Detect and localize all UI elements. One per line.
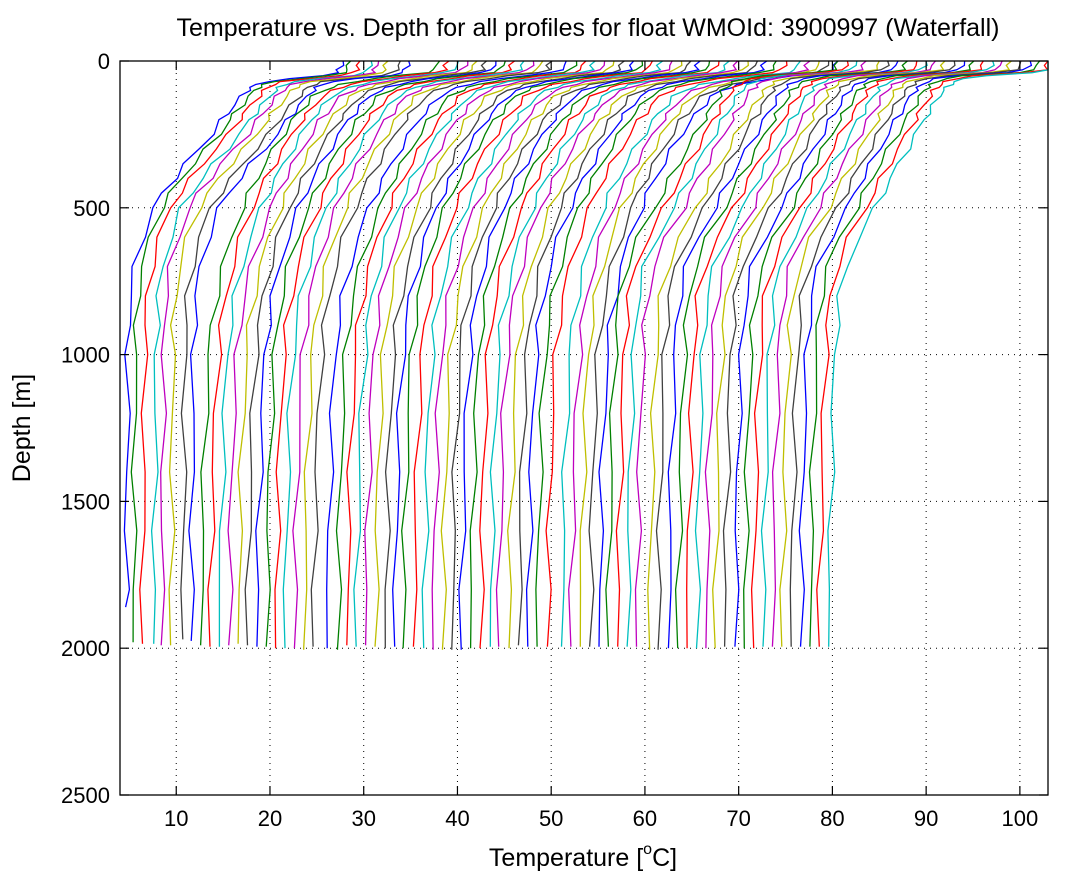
x-tick-label: 90 — [914, 806, 938, 831]
profile-line — [440, 60, 683, 650]
x-tick-label: 70 — [726, 806, 750, 831]
profile-line — [655, 60, 890, 650]
x-axis-label-unit: C] — [652, 844, 677, 872]
profile-line — [626, 60, 858, 647]
profile-line — [495, 60, 739, 647]
profile-line — [734, 60, 966, 647]
profile-line — [139, 60, 361, 644]
profile-line — [335, 60, 578, 650]
profile-line — [647, 60, 880, 650]
profile-line — [827, 61, 1049, 647]
profile-line — [816, 60, 1049, 647]
x-tick-label: 60 — [633, 806, 657, 831]
profile-line — [798, 60, 1033, 647]
x-axis-label-text: Temperature [ — [489, 844, 643, 872]
profile-line — [150, 60, 374, 644]
x-axis-label: Temperature [oC] — [489, 841, 677, 872]
profile-line — [779, 60, 1012, 647]
profile-line — [412, 60, 653, 647]
profile-line — [168, 60, 389, 646]
profile-line — [160, 60, 380, 646]
profile-line — [310, 60, 553, 647]
profile-line — [808, 60, 1041, 647]
profile-line — [207, 60, 450, 647]
profile-series-group — [123, 60, 1049, 650]
profile-line — [750, 60, 984, 649]
x-tick-label: 40 — [445, 806, 469, 831]
profile-line — [401, 60, 644, 649]
profile-line — [292, 60, 535, 649]
y-tick-label: 500 — [73, 196, 110, 221]
profile-line — [458, 60, 701, 650]
profile-line — [326, 60, 567, 649]
plot-frame — [119, 60, 1049, 796]
y-axis-label: Depth [m] — [8, 374, 36, 482]
profile-line — [421, 60, 664, 649]
profile-line — [507, 60, 749, 649]
profile-line — [303, 60, 544, 650]
profile-line — [605, 60, 839, 647]
x-tick-label: 100 — [1002, 806, 1039, 831]
profile-line — [722, 60, 956, 647]
x-tick-label: 50 — [539, 806, 563, 831]
profile-line — [364, 60, 606, 646]
profile-line — [384, 60, 625, 649]
profile-line — [686, 60, 918, 649]
profile-line — [282, 60, 525, 649]
profile-line — [771, 60, 1003, 647]
profile-line — [265, 60, 506, 647]
profile-line — [535, 60, 777, 647]
profile-line — [615, 60, 850, 647]
profile-line — [760, 60, 995, 647]
profile-line — [431, 60, 673, 650]
profile-line — [674, 60, 908, 649]
y-tick-label: 1500 — [61, 489, 110, 514]
profile-line — [743, 60, 975, 649]
profile-line — [489, 60, 730, 647]
profile-line — [227, 60, 469, 646]
profile-line — [255, 60, 497, 647]
profile-line — [525, 60, 768, 647]
x-axis-label-superscript: o — [643, 841, 652, 858]
profile-line — [199, 60, 441, 646]
profile-line — [694, 60, 928, 649]
y-tick-label: 2500 — [61, 783, 110, 808]
profile-line — [704, 60, 936, 649]
profile-line — [374, 60, 615, 647]
profile-line — [479, 60, 720, 649]
profile-line — [469, 60, 711, 649]
chart-title: Temperature vs. Depth for all profiles f… — [176, 14, 999, 42]
profile-line — [123, 60, 345, 608]
profile-line — [218, 60, 460, 647]
profile-line — [545, 60, 788, 647]
y-tick-label: 1000 — [61, 343, 110, 368]
profile-line — [451, 60, 692, 650]
profile-line — [634, 60, 867, 647]
profile-line — [237, 60, 478, 644]
profile-line — [346, 60, 587, 646]
y-tick-label: 0 — [98, 49, 110, 74]
profile-line — [353, 60, 596, 647]
x-tick-label: 30 — [351, 806, 375, 831]
y-tick-label: 2000 — [61, 636, 110, 661]
x-tick-label: 10 — [164, 806, 188, 831]
profile-line — [667, 60, 899, 649]
profile-line — [789, 60, 1022, 647]
x-tick-label: 20 — [258, 806, 282, 831]
axis-ticks: 10 20 30 40 50 60 70 80 90 1000500100015002000250… — [61, 49, 1048, 831]
profile-line — [560, 60, 802, 647]
profile-line — [188, 60, 411, 641]
profile-line — [244, 60, 487, 646]
x-tick-label: 80 — [820, 806, 844, 831]
profile-line — [712, 60, 946, 649]
profile-line — [274, 60, 515, 649]
profile-line — [130, 60, 352, 643]
profile-line — [517, 60, 758, 646]
